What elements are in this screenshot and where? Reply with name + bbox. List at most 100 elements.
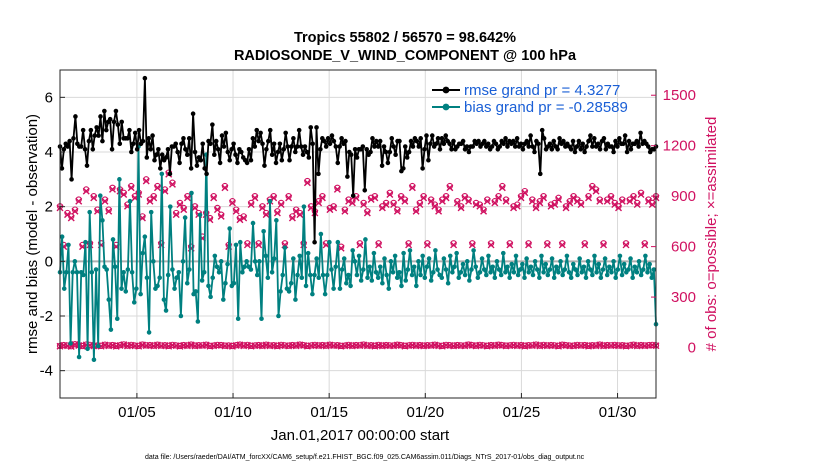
rmse-point xyxy=(61,146,67,152)
bias-point xyxy=(235,316,241,322)
bias-point xyxy=(301,204,307,209)
obs-assimilated-point xyxy=(495,194,503,202)
bias-point xyxy=(492,275,498,281)
obs-assimilated-point xyxy=(585,194,593,202)
obs-assimilated-point xyxy=(71,207,79,215)
obs-assimilated-point xyxy=(333,185,341,193)
legend-bias-marker xyxy=(442,103,450,111)
bias-point xyxy=(335,239,341,245)
obs-assimilated-point xyxy=(213,206,221,214)
bias-point xyxy=(517,267,523,272)
rmse-point xyxy=(300,152,306,158)
obs-assimilated-point xyxy=(555,196,563,204)
rmse-point xyxy=(246,146,252,152)
rmse-point xyxy=(497,144,503,149)
rmse-point xyxy=(213,138,219,144)
obs-assimilated-point xyxy=(581,241,589,249)
rmse-point xyxy=(144,155,150,160)
bias-point xyxy=(594,269,599,275)
obs-assimilated-point xyxy=(457,204,465,212)
rmse-point xyxy=(345,174,350,179)
bias-point xyxy=(426,256,432,261)
bias-point xyxy=(174,275,179,281)
obs-assimilated-point xyxy=(551,201,559,209)
obs-assimilated-point xyxy=(502,197,510,205)
rmse-point xyxy=(391,144,396,149)
bias-point xyxy=(361,267,366,272)
obs-assimilated-point xyxy=(468,241,476,249)
rmse-point xyxy=(250,136,256,141)
rmse-point xyxy=(377,138,383,144)
rmse-point xyxy=(291,136,296,141)
obs-assimilated-point xyxy=(532,204,540,212)
rmse-point xyxy=(597,146,603,152)
bias-point xyxy=(146,330,152,335)
rmse-point xyxy=(595,141,601,147)
rmse-point xyxy=(536,141,541,147)
obs-assimilated-point xyxy=(243,241,251,249)
rmse-point xyxy=(609,144,614,149)
rmse-point xyxy=(343,138,348,144)
left-tick-label-3: 2 xyxy=(45,199,53,216)
bias-point xyxy=(411,264,417,270)
bias-point xyxy=(59,234,65,240)
rmse-point xyxy=(476,138,481,144)
bias-point xyxy=(144,275,150,281)
obs-assimilated-point xyxy=(641,241,649,249)
rmse-point xyxy=(231,141,236,147)
rmse-point xyxy=(387,149,393,155)
bias-point xyxy=(367,264,372,270)
bias-point xyxy=(643,253,648,259)
rmse-point xyxy=(256,138,261,144)
bias-point xyxy=(619,272,625,278)
rmse-point xyxy=(111,119,117,125)
rmse-point xyxy=(296,127,302,133)
bias-point xyxy=(231,280,237,286)
rmse-point xyxy=(148,146,153,152)
bias-point xyxy=(636,259,642,264)
obs-assimilated-point xyxy=(513,202,521,210)
obs-assimilated-point xyxy=(547,202,555,210)
bias-point xyxy=(117,177,122,182)
obs-assimilated-point xyxy=(630,194,638,202)
bias-point xyxy=(341,256,347,261)
bias-point xyxy=(163,308,169,313)
bias-point xyxy=(269,269,275,275)
bias-point xyxy=(543,261,549,267)
bias-point xyxy=(182,215,188,220)
obs-assimilated-point xyxy=(423,241,431,249)
rmse-point xyxy=(109,146,115,152)
rmse-point xyxy=(310,141,315,147)
rmse-point xyxy=(418,136,423,141)
bias-point xyxy=(93,267,99,272)
bias-point xyxy=(490,264,495,270)
obs-assimilated-point xyxy=(446,184,454,192)
obs-assimilated-point xyxy=(142,177,150,185)
obs-assimilated-point xyxy=(277,201,285,209)
bias-point xyxy=(293,297,298,302)
obs-assimilated-point xyxy=(127,184,135,192)
bias-point xyxy=(481,267,487,272)
obs-assimilated-point xyxy=(345,197,353,205)
rmse-point xyxy=(370,136,375,141)
rmse-point xyxy=(510,138,516,144)
right-axis-ticks: 0 300 600 900 1200 1500 xyxy=(651,87,696,357)
legend-rmse-marker xyxy=(442,86,450,94)
rmse-point xyxy=(94,125,99,130)
rmse-point xyxy=(294,144,300,149)
bias-point xyxy=(469,267,474,272)
bias-point xyxy=(420,253,425,259)
rmse-point xyxy=(645,144,651,149)
bias-point xyxy=(409,272,415,278)
bias-point xyxy=(602,256,608,261)
rmse-point xyxy=(308,125,314,130)
rmse-point xyxy=(433,141,439,147)
bias-point xyxy=(392,253,398,259)
obs-assimilated-point xyxy=(318,194,326,202)
rmse-point xyxy=(103,127,109,133)
obs-assimilated-point xyxy=(607,194,615,202)
obs-assimilated-point xyxy=(258,204,266,212)
bias-point xyxy=(64,269,69,275)
rmse-point xyxy=(638,130,643,136)
rmse-point xyxy=(441,141,447,147)
